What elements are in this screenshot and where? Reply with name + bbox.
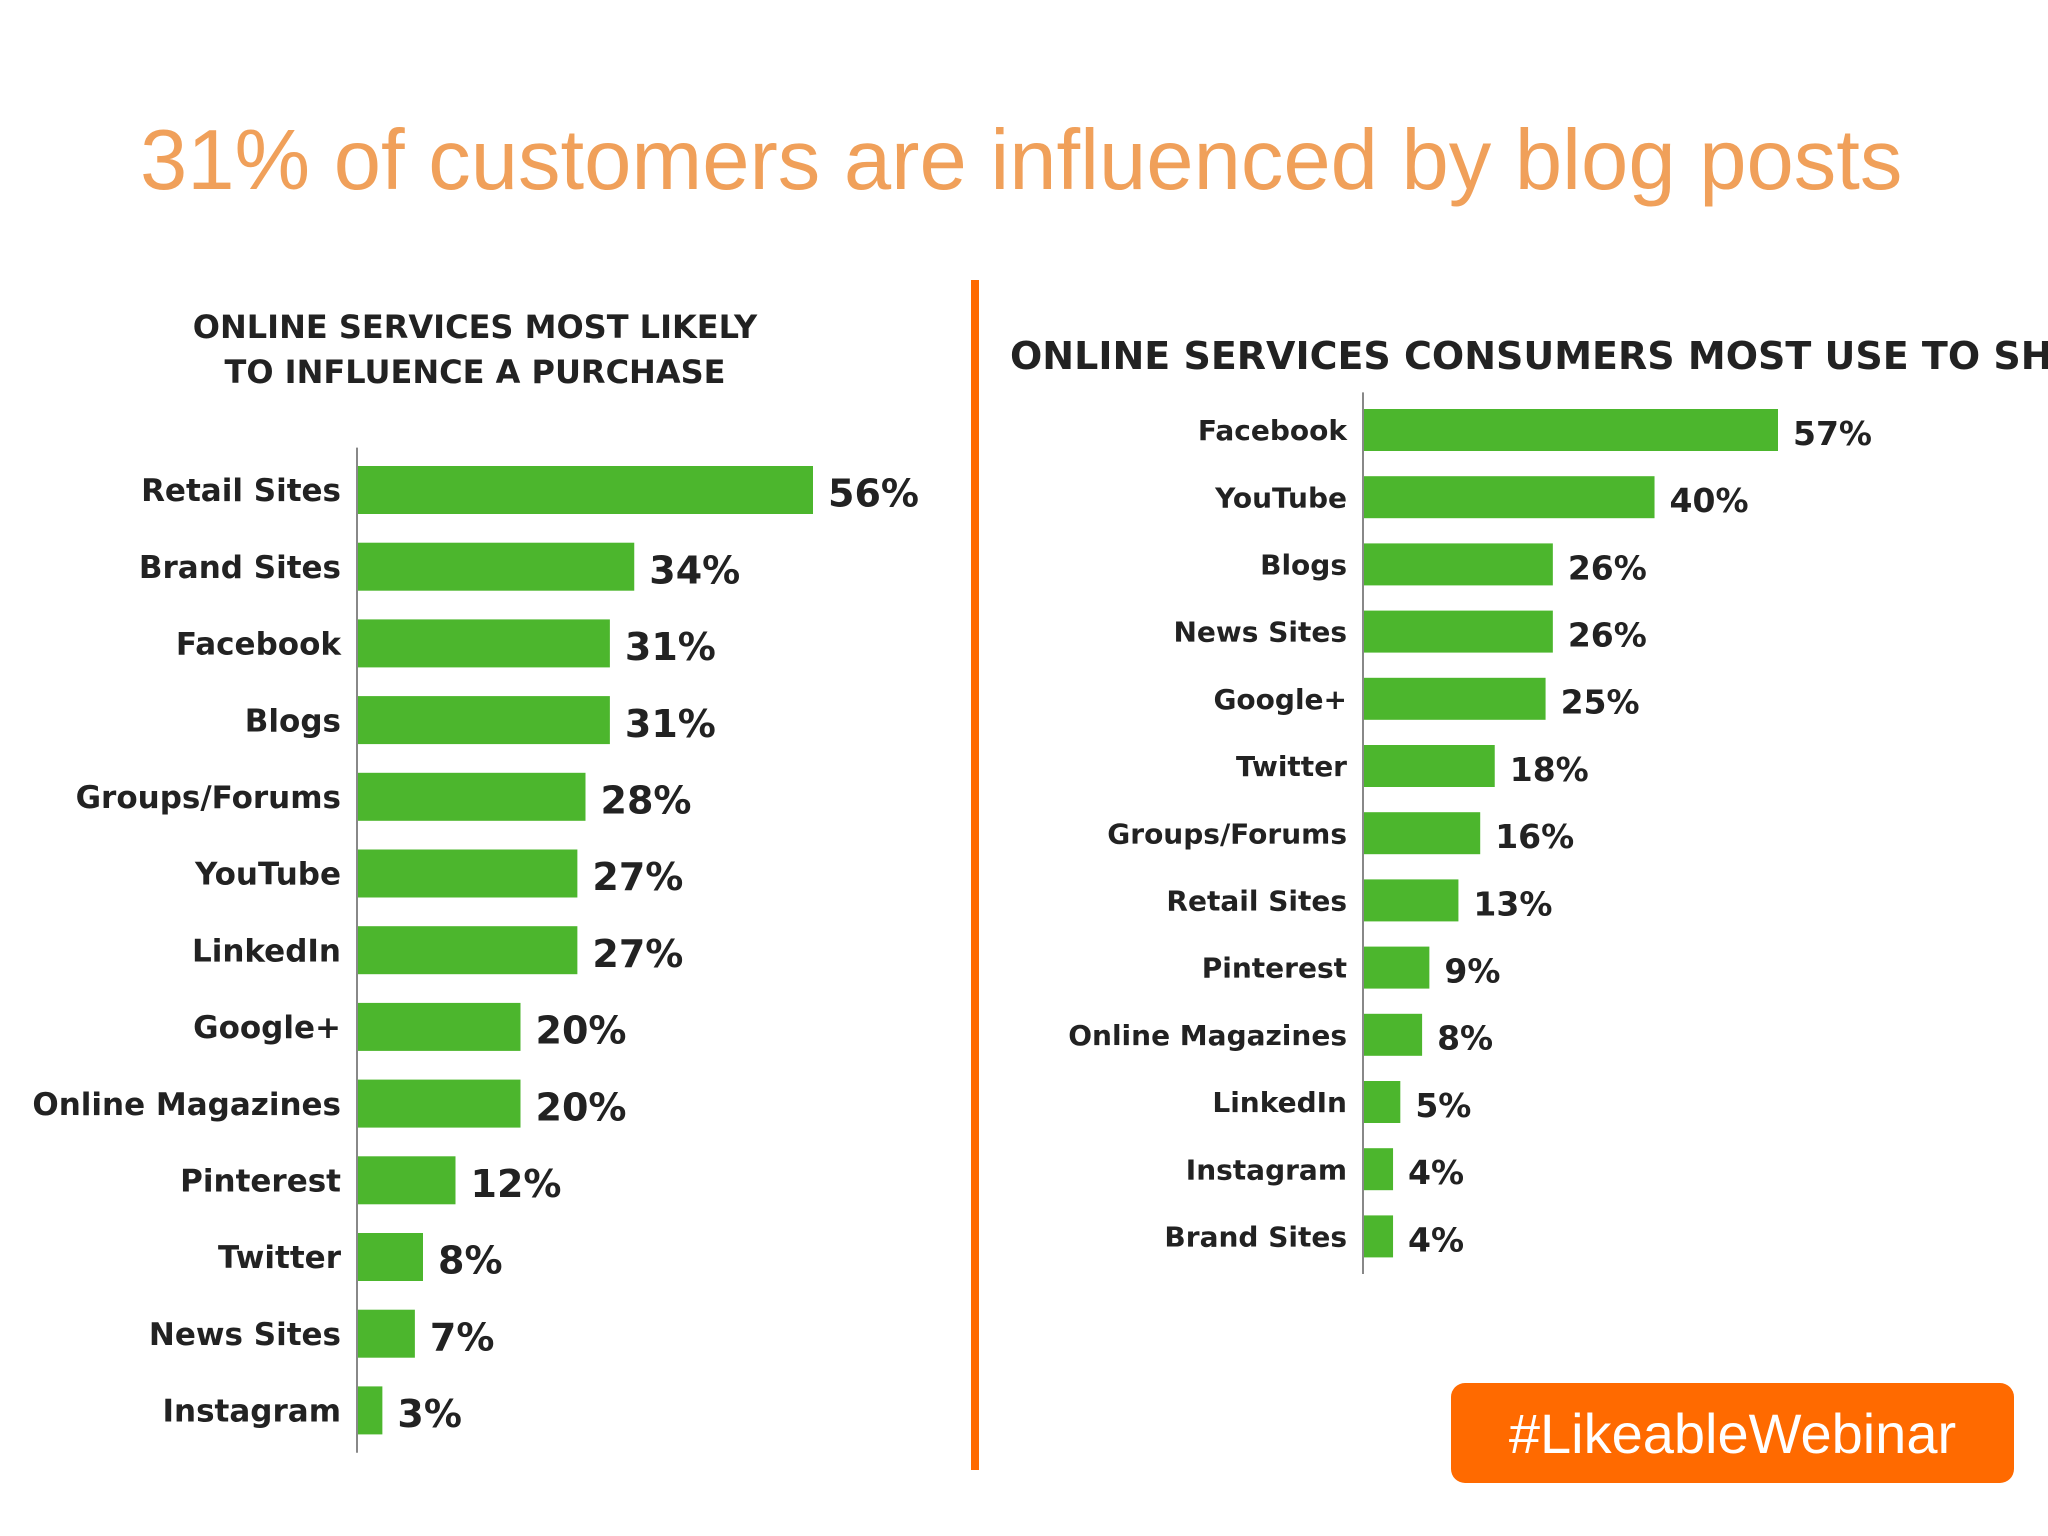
bar	[358, 772, 586, 821]
bar	[358, 1079, 521, 1128]
category-label: YouTube	[194, 857, 341, 893]
value-label: 57%	[1793, 414, 1872, 453]
value-label: 26%	[1568, 615, 1647, 654]
value-label: 16%	[1495, 817, 1574, 856]
value-label: 26%	[1568, 548, 1647, 587]
bar	[1364, 1215, 1394, 1258]
value-label: 56%	[828, 472, 919, 516]
bar	[358, 849, 578, 898]
bar	[358, 619, 610, 668]
bar	[1364, 879, 1459, 922]
hashtag-badge: #LikeableWebinar	[1451, 1383, 2014, 1483]
bar	[1364, 409, 1778, 451]
value-label: 31%	[625, 702, 716, 746]
bar	[1364, 745, 1495, 787]
category-label: LinkedIn	[1212, 1086, 1347, 1119]
bar	[1364, 476, 1655, 519]
category-label: LinkedIn	[192, 933, 341, 969]
value-label: 31%	[625, 625, 716, 669]
category-label: Blogs	[245, 703, 341, 739]
category-label: Groups/Forums	[76, 780, 341, 816]
category-label: Groups/Forums	[1107, 817, 1347, 850]
value-label: 34%	[649, 548, 740, 592]
left-chart-title: ONLINE SERVICES MOST LIKELY TO INFLUENCE…	[180, 305, 770, 395]
left-chart-title-line-1: ONLINE SERVICES MOST LIKELY	[192, 308, 758, 346]
value-label: 20%	[536, 1009, 627, 1053]
bar	[1364, 1148, 1394, 1191]
value-label: 27%	[592, 932, 683, 976]
value-label: 18%	[1510, 750, 1589, 789]
value-label: 8%	[1437, 1019, 1493, 1058]
category-label: Facebook	[1198, 414, 1348, 447]
category-label: Online Magazines	[32, 1087, 341, 1123]
value-label: 3%	[397, 1392, 462, 1436]
category-label: Retail Sites	[141, 473, 341, 509]
bar	[358, 466, 813, 514]
category-label: Twitter	[218, 1240, 342, 1276]
category-label: Google+	[193, 1010, 341, 1046]
bar	[1364, 1013, 1423, 1056]
value-label: 27%	[592, 855, 683, 899]
value-label: 7%	[430, 1315, 495, 1359]
right-chart-title: ONLINE SERVICES CONSUMERS MOST USE TO SH…	[1010, 334, 2048, 378]
value-label: 9%	[1444, 951, 1500, 990]
bar	[1364, 677, 1546, 720]
category-label: Pinterest	[180, 1163, 341, 1199]
category-label: Twitter	[1236, 750, 1347, 783]
value-label: 12%	[471, 1162, 562, 1206]
slide-title: 31% of customers are influenced by blog …	[140, 113, 1903, 208]
bar	[358, 1156, 456, 1205]
bar	[358, 926, 578, 975]
category-label: News Sites	[149, 1317, 341, 1353]
divider-line	[971, 280, 979, 1470]
bar	[358, 542, 635, 591]
bar	[1364, 1081, 1401, 1123]
category-label: Brand Sites	[139, 550, 341, 586]
value-label: 13%	[1473, 884, 1552, 923]
category-label: Retail Sites	[1166, 884, 1347, 917]
category-label: Blogs	[1260, 548, 1347, 581]
value-label: 28%	[601, 778, 692, 822]
bar	[358, 1386, 383, 1435]
category-label: Online Magazines	[1068, 1019, 1347, 1052]
category-label: Google+	[1213, 683, 1347, 716]
value-label: 20%	[536, 1085, 627, 1129]
category-label: Pinterest	[1202, 952, 1347, 985]
value-label: 40%	[1670, 481, 1749, 520]
bar	[1364, 610, 1553, 653]
bar	[358, 696, 610, 745]
category-label: Brand Sites	[1164, 1220, 1347, 1253]
bar	[1364, 543, 1553, 586]
category-label: Instagram	[1186, 1153, 1347, 1186]
bar	[1364, 812, 1481, 855]
category-label: YouTube	[1214, 481, 1347, 514]
bar	[358, 1309, 415, 1358]
value-label: 4%	[1408, 1220, 1464, 1259]
bar	[358, 1233, 423, 1281]
category-label: Instagram	[163, 1394, 342, 1430]
category-label: News Sites	[1173, 616, 1347, 649]
value-label: 4%	[1408, 1153, 1464, 1192]
left-chart-title-line-2: TO INFLUENCE A PURCHASE	[224, 352, 726, 391]
value-label: 8%	[438, 1239, 503, 1283]
value-label: 5%	[1415, 1086, 1471, 1125]
bar	[358, 1002, 521, 1051]
value-label: 25%	[1561, 683, 1640, 722]
bar	[1364, 946, 1430, 989]
category-label: Facebook	[176, 627, 342, 663]
